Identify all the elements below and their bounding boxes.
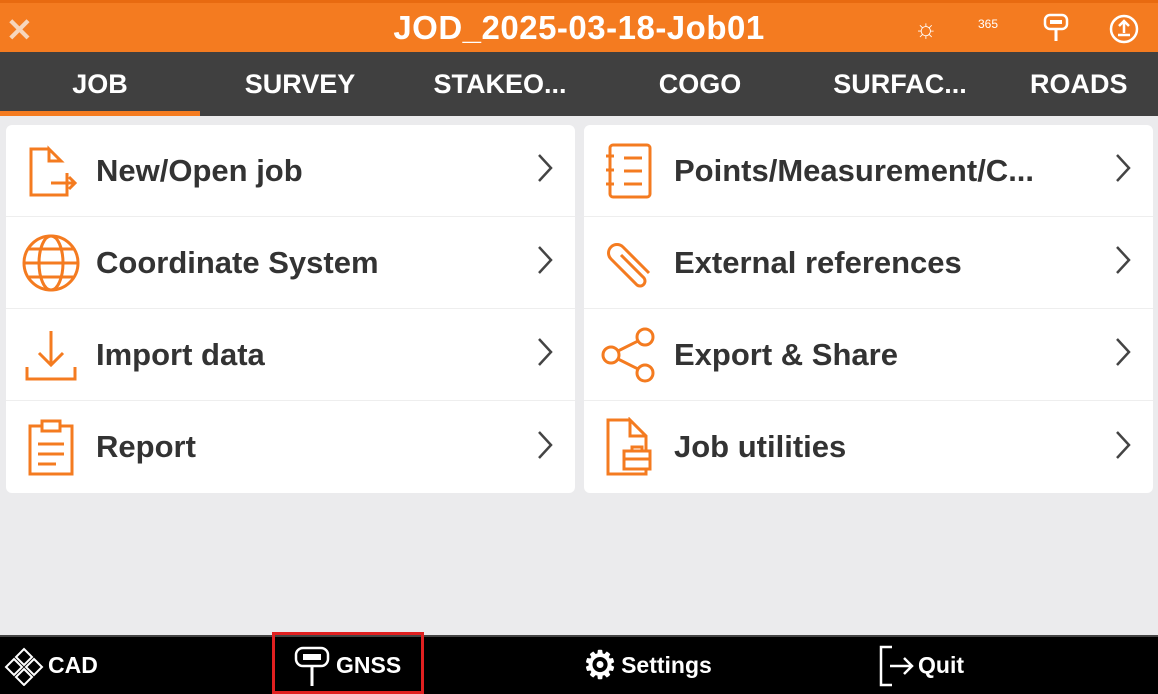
exit-icon	[879, 645, 914, 686]
tab-stakeout[interactable]: STAKEO...	[433, 69, 567, 99]
menu-points-measurement[interactable]: Points/Measurement/C...	[584, 125, 1153, 217]
clipboard-icon	[6, 418, 96, 476]
menu-label: Job utilities	[674, 429, 847, 464]
gnss-receiver-icon	[294, 646, 330, 686]
tab-job[interactable]: JOB	[0, 52, 200, 116]
menu-label: Coordinate System	[96, 244, 379, 280]
gnss-label: GNSS	[336, 652, 402, 678]
cad-button[interactable]: CAD	[4, 637, 98, 694]
share-icon	[584, 325, 674, 385]
menu-label: Export & Share	[674, 336, 898, 372]
globe-icon	[6, 233, 96, 293]
x365-icon[interactable]: 365	[978, 17, 998, 31]
x365-label: 365	[978, 17, 999, 31]
gear-icon: ⚙	[583, 644, 618, 687]
list-book-icon	[584, 142, 674, 200]
tab-surface[interactable]: SURFAC...	[833, 69, 967, 99]
menu-import-data[interactable]: Import data	[6, 309, 575, 401]
chevron-right-icon	[1093, 429, 1153, 466]
chevron-right-icon	[515, 429, 575, 466]
menu-new-open-job[interactable]: New/Open job	[6, 125, 575, 217]
menu-external-references[interactable]: External references	[584, 217, 1153, 309]
chevron-right-icon	[1093, 336, 1153, 373]
job-title: JOD_2025-03-18-Job01	[393, 9, 765, 46]
bottom-bar: CAD GNSS ⚙ Settings Quit	[0, 635, 1158, 694]
paperclip-icon	[584, 233, 674, 293]
title-bar: ✕ JOD_2025-03-18-Job01 ☼ 365	[0, 0, 1158, 52]
app-logo-icon[interactable]: ✕	[6, 12, 33, 48]
menu-label: Report	[96, 429, 196, 464]
quit-label: Quit	[918, 652, 964, 678]
menu-label: Import data	[96, 336, 265, 372]
tab-cogo[interactable]: COGO	[658, 69, 742, 99]
file-open-icon	[6, 143, 96, 199]
cad-layers-icon	[4, 647, 44, 686]
quit-button[interactable]: Quit	[878, 637, 964, 694]
menu-label: New/Open job	[96, 152, 303, 188]
menu-label: Points/Measurement/C...	[674, 152, 1035, 188]
tab-survey[interactable]: SURVEY	[244, 69, 356, 99]
chevron-right-icon	[515, 244, 575, 281]
upload-icon[interactable]	[1108, 13, 1140, 52]
right-menu: Points/Measurement/C... External referen…	[584, 125, 1153, 493]
menu-label: External references	[674, 244, 962, 280]
chevron-right-icon	[1093, 244, 1153, 281]
left-menu: New/Open job Coordinate System Import da…	[6, 125, 575, 493]
menu-export-share[interactable]: Export & Share	[584, 309, 1153, 401]
gnss-button[interactable]: GNSS	[292, 637, 401, 694]
brightness-icon[interactable]: ☼	[914, 13, 938, 43]
gnss-receiver-icon[interactable]	[1042, 13, 1070, 50]
menu-job-utilities[interactable]: Job utilities	[584, 401, 1153, 493]
menu-coordinate-system[interactable]: Coordinate System	[6, 217, 575, 309]
tab-bar: JOB SURVEY STAKEO... COGO SURFAC... ROAD…	[0, 52, 1158, 116]
download-icon	[6, 327, 96, 383]
tab-roads[interactable]: ROADS	[1030, 69, 1128, 99]
settings-button[interactable]: ⚙ Settings	[583, 637, 712, 694]
chevron-right-icon	[1093, 152, 1153, 189]
menu-report[interactable]: Report	[6, 401, 575, 493]
chevron-right-icon	[515, 152, 575, 189]
cad-label: CAD	[48, 652, 98, 678]
chevron-right-icon	[515, 336, 575, 373]
file-briefcase-icon	[584, 417, 674, 477]
settings-label: Settings	[621, 652, 712, 678]
gnss-highlight-box	[272, 632, 424, 694]
